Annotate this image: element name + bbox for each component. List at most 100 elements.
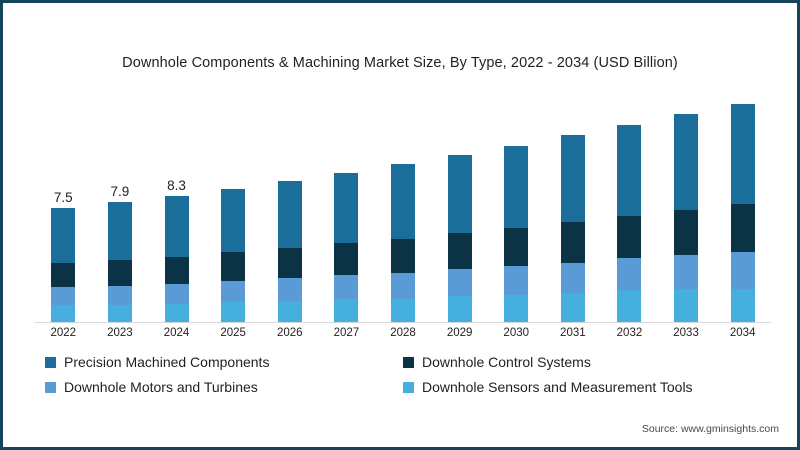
bar-segment (277, 180, 302, 248)
bar-segment (164, 284, 189, 304)
bar-segment (164, 303, 189, 322)
bar-segment (221, 252, 246, 282)
bar-segment (617, 258, 642, 291)
bar-stack (221, 188, 246, 322)
bar-value-label: 8.3 (167, 178, 186, 194)
bar-segment (730, 252, 755, 289)
bar-stack (107, 202, 132, 322)
bar-2030[interactable] (504, 146, 529, 322)
x-tick-2034: 2034 (729, 327, 756, 339)
bar-2032[interactable] (617, 124, 642, 322)
bar-2034[interactable] (730, 103, 755, 322)
legend-item-downhole-control-systems[interactable]: Downhole Control Systems (403, 355, 761, 369)
bar-stack (617, 124, 642, 322)
bar-segment (674, 209, 699, 256)
bar-segment (107, 304, 132, 322)
bar-segment (617, 215, 642, 259)
bar-stack (164, 196, 189, 322)
legend-item-precision-machined-components[interactable]: Precision Machined Components (45, 355, 403, 369)
x-tick-2029: 2029 (446, 327, 473, 339)
bar-2028[interactable] (391, 164, 415, 322)
bar-segment (391, 164, 415, 239)
bar-segment (107, 202, 132, 260)
legend-swatch-icon (403, 381, 414, 393)
x-tick-2025: 2025 (220, 327, 246, 339)
legend-item-label: Downhole Sensors and Measurement Tools (422, 379, 693, 395)
bar-segment (107, 285, 132, 305)
bar-segment (674, 255, 699, 289)
bar-segment (277, 247, 302, 279)
bar-segment (107, 259, 132, 286)
legend-item-label: Downhole Control Systems (422, 354, 591, 370)
legend-item-downhole-sensors-and-measurement-tools[interactable]: Downhole Sensors and Measurement Tools (403, 380, 761, 394)
legend-row: Downhole Motors and Turbines Downhole Se… (45, 380, 761, 394)
axis-baseline (35, 322, 771, 323)
legend-item-downhole-motors-and-turbines[interactable]: Downhole Motors and Turbines (45, 380, 403, 394)
bar-segment (447, 155, 472, 233)
legend-swatch-icon (403, 356, 414, 368)
legend-swatch-icon (45, 356, 56, 368)
bar-segment (334, 243, 359, 275)
bar-segment (504, 146, 529, 228)
bar-stack (51, 208, 76, 322)
bar-segment (334, 173, 359, 244)
bar-segment (617, 290, 642, 322)
bar-stack (504, 146, 529, 322)
bar-segment (334, 299, 359, 322)
bar-2031[interactable] (560, 135, 585, 322)
bar-2025[interactable] (221, 188, 246, 322)
x-axis: 2022 2023 2024 2025 2026 2027 2028 2029 2030 2031… (35, 325, 771, 347)
plot-area: 7.5 7.9 8.3 (35, 103, 771, 323)
x-tick-2024: 2024 (163, 327, 190, 339)
bar-stack (334, 173, 359, 322)
bar-segment (391, 273, 415, 300)
bar-segment (391, 299, 415, 322)
bar-segment (674, 114, 699, 210)
source-attribution: Source: www.gminsights.com (641, 423, 779, 435)
bar-value-label: 7.5 (53, 190, 73, 206)
bar-stack (447, 155, 472, 322)
legend-row: Precision Machined Components Downhole C… (45, 355, 761, 369)
x-tick-2023: 2023 (107, 327, 133, 339)
bar-segment (560, 293, 585, 322)
bar-segment (504, 265, 529, 295)
bar-segment (164, 256, 189, 285)
bar-2026[interactable] (277, 180, 302, 322)
x-tick-2022: 2022 (50, 327, 77, 339)
legend-item-label: Precision Machined Components (64, 354, 270, 370)
bar-stack (674, 114, 699, 322)
bar-segment (504, 294, 529, 322)
bar-stack (730, 103, 755, 322)
bar-2029[interactable] (447, 155, 472, 322)
x-tick-2032: 2032 (616, 327, 643, 339)
bar-segment (277, 278, 302, 301)
bar-segment (277, 300, 302, 322)
bar-segment (674, 288, 699, 322)
bar-segment (504, 227, 529, 266)
bar-segment (391, 238, 415, 274)
bar-segment (447, 296, 472, 322)
x-tick-2027: 2027 (333, 327, 360, 339)
bar-segment (560, 135, 585, 222)
x-tick-2028: 2028 (390, 327, 416, 339)
bar-2024[interactable]: 8.3 (164, 178, 189, 322)
bar-2022[interactable]: 7.5 (51, 190, 76, 322)
bar-segment (334, 274, 359, 300)
bar-segment (51, 305, 76, 322)
bar-segment (730, 288, 755, 322)
bar-stack (560, 135, 585, 322)
bar-segment (51, 208, 76, 263)
bar-segment (51, 287, 76, 306)
bar-segment (221, 188, 246, 253)
bar-segment (730, 103, 755, 204)
bar-2027[interactable] (334, 173, 359, 322)
bar-2033[interactable] (674, 114, 699, 322)
legend: Precision Machined Components Downhole C… (45, 355, 761, 405)
x-tick-2033: 2033 (673, 327, 699, 339)
bar-value-label: 7.9 (110, 184, 130, 200)
bar-segment (560, 262, 585, 294)
x-tick-2026: 2026 (276, 327, 303, 339)
bar-2023[interactable]: 7.9 (107, 184, 132, 322)
x-tick-2030: 2030 (503, 327, 530, 339)
